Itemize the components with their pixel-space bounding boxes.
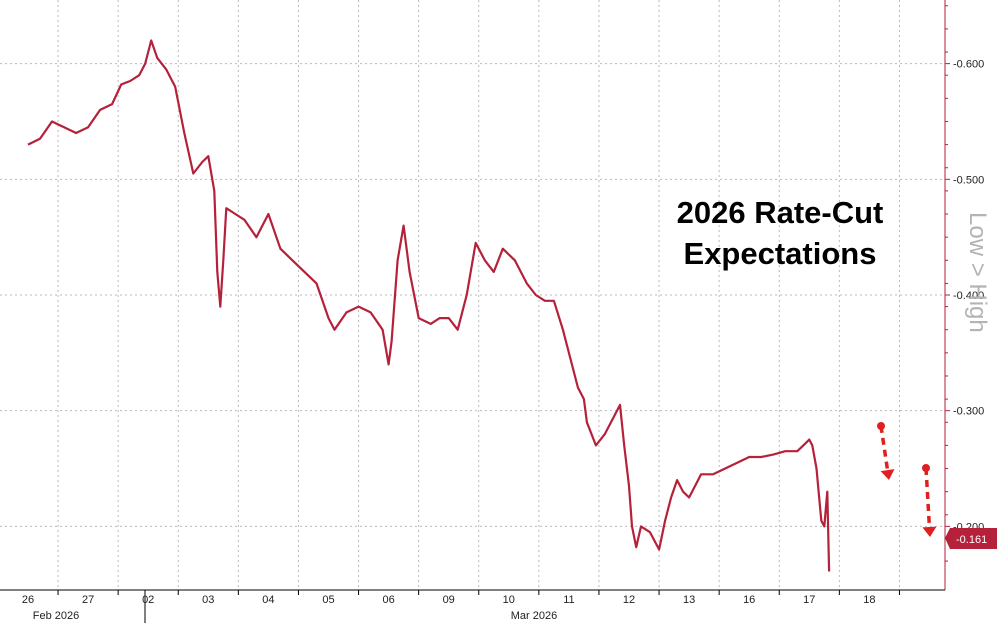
x-axis-ticks: 26 27 02 03 04 05 06 09 10 11 12 13 16 17 18 Feb 2026 Ma… <box>22 590 900 622</box>
x-tick-label: 09 <box>443 594 455 606</box>
gridlines <box>0 0 945 590</box>
down-arrow-annotation <box>877 422 895 480</box>
last-value-box <box>945 528 997 549</box>
last-value-tag: -0.161 <box>945 528 997 549</box>
series-layer <box>27 39 831 572</box>
y-tick-label: -0.400 <box>953 290 984 302</box>
x-tick-label: 06 <box>382 594 394 606</box>
y-tick-label: -0.500 <box>953 174 984 186</box>
annotation-line-2: Expectations <box>684 236 877 271</box>
annotation-line-1: 2026 Rate-Cut <box>677 195 884 230</box>
arrow-annotations <box>877 422 937 537</box>
x-tick-label: 17 <box>803 594 815 606</box>
side-axis-label: Low > High <box>964 212 991 333</box>
x-tick-label: 27 <box>82 594 94 606</box>
x-tick-label: 16 <box>743 594 755 606</box>
x-tick-label: 11 <box>563 594 574 606</box>
month-label: Feb 2026 <box>33 610 79 622</box>
x-tick-label: 18 <box>863 594 875 606</box>
x-tick-label: 13 <box>683 594 695 606</box>
x-tick-label: 02 <box>142 594 154 606</box>
month-label: Mar 2026 <box>511 610 557 622</box>
x-tick-label: 04 <box>262 594 274 606</box>
x-tick-label: 03 <box>202 594 214 606</box>
y-tick-label: -0.300 <box>953 406 984 418</box>
last-value-label: -0.161 <box>956 534 987 546</box>
series-line <box>27 39 831 572</box>
x-tick-label: 10 <box>503 594 515 606</box>
x-tick-label: 12 <box>623 594 635 606</box>
down-arrow-annotation <box>922 464 937 537</box>
x-tick-label: 05 <box>322 594 334 606</box>
y-tick-label: -0.600 <box>953 59 984 71</box>
x-tick-label: 26 <box>22 594 34 606</box>
